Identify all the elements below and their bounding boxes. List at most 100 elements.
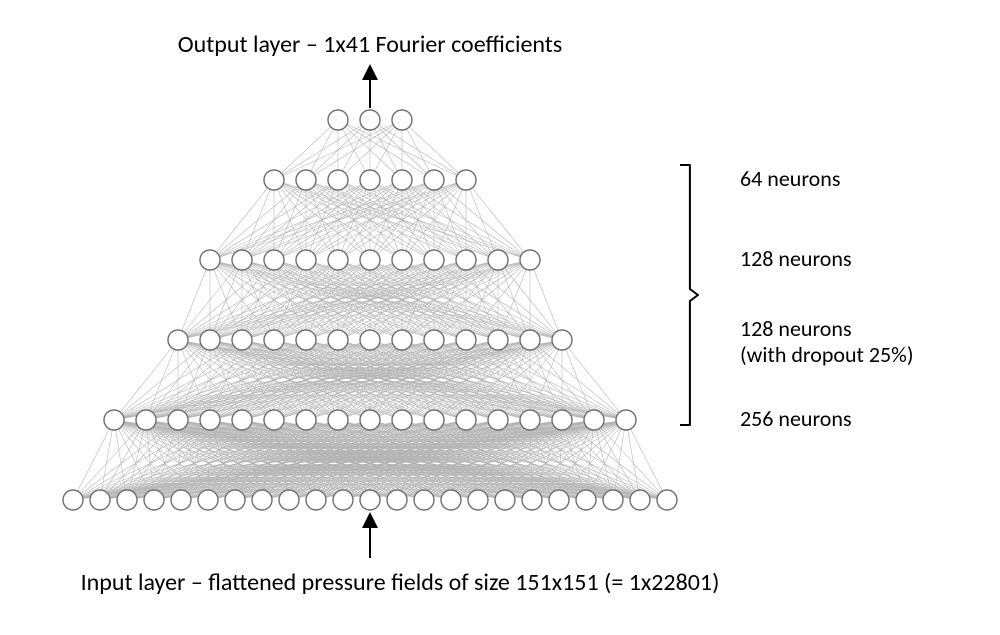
neuron-node <box>200 410 220 430</box>
neuron-node <box>296 170 316 190</box>
neuron-node <box>488 410 508 430</box>
edge <box>530 260 562 340</box>
neuron-node <box>328 330 348 350</box>
neuron-node <box>488 250 508 270</box>
edge <box>242 180 274 260</box>
neuron-node <box>456 330 476 350</box>
neuron-node <box>603 490 623 510</box>
neuron-node <box>392 170 412 190</box>
neuron-node <box>200 250 220 270</box>
neuron-node <box>279 490 299 510</box>
edge <box>562 340 626 420</box>
neuron-node <box>616 410 636 430</box>
edge <box>178 260 210 340</box>
neuron-node <box>488 330 508 350</box>
neuron-node <box>360 490 380 510</box>
neuron-node <box>549 490 569 510</box>
edge <box>210 260 562 340</box>
neuron-node <box>468 490 488 510</box>
neuron-node <box>424 330 444 350</box>
neuron-node <box>232 330 252 350</box>
neuron-node <box>424 170 444 190</box>
edge <box>274 180 498 260</box>
neuron-node <box>225 490 245 510</box>
neuron-node <box>252 490 272 510</box>
neuron-node <box>296 250 316 270</box>
neuron-node <box>456 250 476 270</box>
edge <box>274 260 562 340</box>
neuron-node <box>424 250 444 270</box>
neuron-node <box>90 490 110 510</box>
neuron-node <box>392 410 412 430</box>
edge <box>434 180 530 260</box>
neuron-node <box>657 490 677 510</box>
neuron-node <box>171 490 191 510</box>
neuron-node <box>520 330 540 350</box>
neuron-node <box>576 490 596 510</box>
neuron-node <box>144 490 164 510</box>
neuron-node <box>168 330 188 350</box>
neuron-node <box>232 410 252 430</box>
neuron-node <box>328 250 348 270</box>
neuron-node <box>328 170 348 190</box>
neuron-node <box>360 330 380 350</box>
layer-bracket <box>680 165 698 425</box>
neuron-node <box>456 170 476 190</box>
neuron-node <box>552 330 572 350</box>
edge <box>370 180 530 260</box>
neuron-node <box>264 410 284 430</box>
neuron-node <box>264 330 284 350</box>
neuron-node <box>414 490 434 510</box>
neuron-node <box>522 490 542 510</box>
neuron-node <box>360 170 380 190</box>
neuron-node <box>296 410 316 430</box>
neuron-node <box>328 110 348 130</box>
bracket-group <box>680 165 698 425</box>
network-diagram: 256 neurons 128 neurons (with dropout 25%… <box>0 0 1000 635</box>
neuron-node <box>264 250 284 270</box>
layer-annotation: 128 neurons <box>740 315 852 342</box>
neuron-node <box>296 330 316 350</box>
neuron-node <box>117 490 137 510</box>
edge <box>114 340 178 420</box>
neuron-node <box>360 250 380 270</box>
neuron-node <box>630 490 650 510</box>
neuron-node <box>520 410 540 430</box>
edge <box>210 180 274 260</box>
neuron-node <box>360 410 380 430</box>
layer-annotation: 64 neurons <box>740 165 840 192</box>
neuron-node <box>456 410 476 430</box>
neuron-node <box>441 490 461 510</box>
neuron-node <box>584 410 604 430</box>
neuron-node <box>104 410 124 430</box>
neuron-node <box>552 410 572 430</box>
neuron-node <box>387 490 407 510</box>
neuron-node <box>200 330 220 350</box>
layer-annotation: 128 neurons <box>740 245 852 272</box>
edge <box>306 180 530 260</box>
input-layer-title: Input layer – flattened pressure fields … <box>81 568 720 597</box>
neuron-node <box>392 250 412 270</box>
edge <box>466 180 530 260</box>
neuron-node <box>424 410 444 430</box>
neuron-node <box>306 490 326 510</box>
output-layer-title: Output layer – 1x41 Fourier coefficients <box>178 30 562 59</box>
neuron-node <box>168 410 188 430</box>
layer-annotation: 256 neurons <box>740 405 852 432</box>
neuron-node <box>392 330 412 350</box>
neuron-node <box>63 490 83 510</box>
layer-annotation: (with dropout 25%) <box>740 341 914 368</box>
neuron-node <box>136 410 156 430</box>
edge <box>370 120 466 180</box>
neuron-node <box>360 110 380 130</box>
neuron-node <box>392 110 412 130</box>
neuron-node <box>333 490 353 510</box>
neuron-node <box>495 490 515 510</box>
labels-group: 256 neurons 128 neurons (with dropout 25%… <box>81 30 914 597</box>
neuron-node <box>328 410 348 430</box>
neuron-node <box>198 490 218 510</box>
neuron-node <box>232 250 252 270</box>
neuron-node <box>520 250 540 270</box>
edge <box>338 120 434 180</box>
neuron-node <box>264 170 284 190</box>
